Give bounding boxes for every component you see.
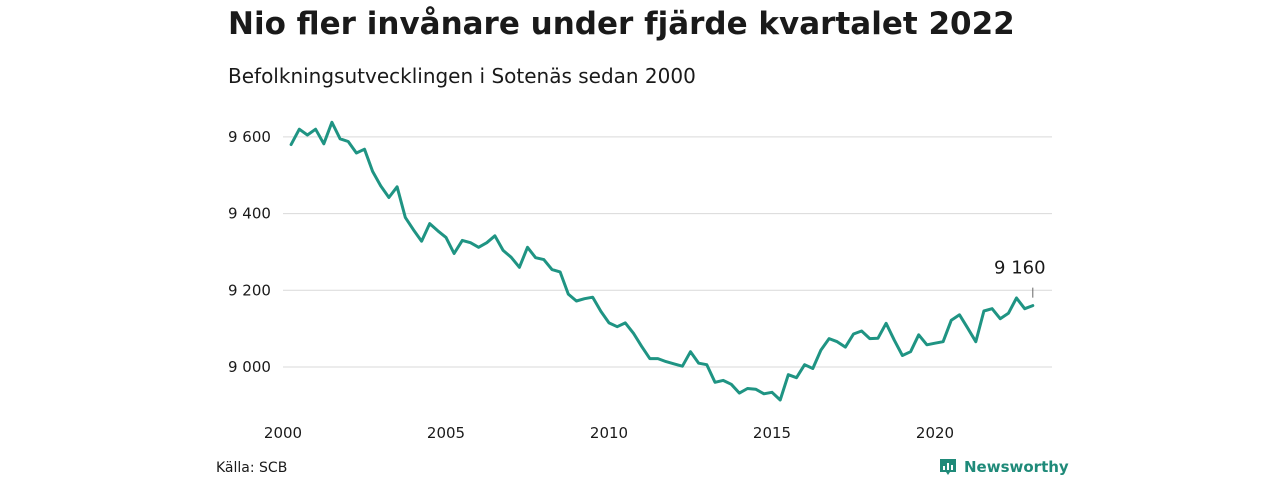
brand-name: Newsworthy: [964, 458, 1069, 476]
x-tick-label: 2005: [427, 424, 465, 442]
y-tick-label: 9 000: [228, 358, 271, 376]
x-tick-label: 2010: [590, 424, 628, 442]
chart-title: Nio fler invånare under fjärde kvartalet…: [228, 6, 1015, 42]
x-tick-label: 2015: [753, 424, 791, 442]
chart-subtitle: Befolkningsutvecklingen i Sotenäs sedan …: [228, 64, 696, 88]
y-tick-label: 9 200: [228, 281, 271, 299]
newsworthy-logo[interactable]: Newsworthy: [938, 457, 1069, 477]
end-value-label: 9 160: [994, 258, 1046, 279]
y-tick-label: 9 400: [228, 205, 271, 223]
x-axis-tick-labels: 2000 2005 2010 2015 2020: [264, 424, 954, 442]
gridlines: [283, 136, 1052, 368]
y-axis-tick-labels: 9 000 9 200 9 400 9 600: [228, 128, 271, 376]
source-note: Källa: SCB: [216, 460, 288, 476]
x-tick-label: 2020: [916, 424, 954, 442]
x-tick-label: 2000: [264, 424, 302, 442]
population-line: [289, 120, 1035, 402]
y-tick-label: 9 600: [228, 128, 271, 146]
newsworthy-logo-icon: [940, 459, 956, 475]
